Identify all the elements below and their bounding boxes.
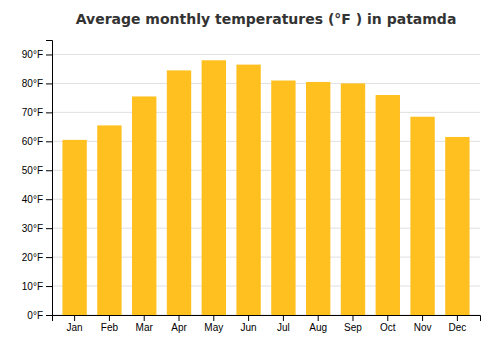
x-tick-mark [283, 315, 284, 321]
y-tick-label: 30°F [22, 223, 43, 234]
x-tick-mark [422, 315, 423, 321]
x-tick-label: Nov [414, 322, 432, 333]
chart: 0°F 10°F 20°F 30°F 40°F 50°F 60°F 70°F 80°F 90°F J… [0, 0, 500, 350]
y-tick-mark [46, 112, 52, 113]
x-tick-mark [387, 315, 388, 321]
y-tick: 50°F [22, 165, 52, 176]
x-tick-label: Feb [101, 322, 119, 333]
x-tick-mark [352, 315, 353, 321]
x-tick: Sep [344, 315, 362, 333]
x-tick: Jul [277, 315, 290, 333]
grid-line [52, 83, 480, 84]
bar [97, 125, 121, 315]
x-tick-label: Jun [241, 322, 257, 333]
x-tick-label: Apr [171, 322, 187, 333]
y-tick-label: 20°F [22, 252, 43, 263]
y-tick-mark [46, 141, 52, 142]
x-tick-label: Oct [380, 322, 396, 333]
x-tick-mark [248, 315, 249, 321]
bar [445, 137, 469, 315]
bar [376, 95, 400, 315]
x-tick-label: May [204, 322, 223, 333]
y-tick-label: 60°F [22, 136, 43, 147]
x-tick-mark [109, 315, 110, 321]
bar [62, 140, 86, 315]
y-tick: 40°F [22, 194, 52, 205]
x-tick: Apr [171, 315, 187, 333]
x-tick: May [204, 315, 223, 333]
y-tick-mark [46, 228, 52, 229]
grid [52, 54, 480, 315]
x-tick-mark [457, 315, 458, 321]
x-tick-mark [318, 315, 319, 321]
bar [306, 82, 330, 315]
y-axis: 0°F 10°F 20°F 30°F 40°F 50°F 60°F 70°F 80°F 90°F [22, 41, 53, 321]
y-tick: 70°F [22, 107, 52, 118]
y-tick: 30°F [22, 223, 52, 234]
y-tick-label: 40°F [22, 194, 43, 205]
x-tick-label: Jul [277, 322, 290, 333]
y-tick: 10°F [22, 281, 52, 292]
x-tick-mark [144, 315, 145, 321]
y-tick-mark [46, 257, 52, 258]
x-tick: Jun [241, 315, 257, 333]
x-tick-label: Dec [448, 322, 466, 333]
x-tick-mark [74, 315, 75, 321]
y-tick-label: 0°F [27, 310, 43, 321]
grid-line [52, 54, 480, 55]
y-tick-mark [46, 170, 52, 171]
bar [410, 117, 434, 315]
x-tick-label: Aug [309, 322, 327, 333]
x-axis-line [53, 316, 481, 322]
bar [132, 96, 156, 315]
bars [62, 60, 469, 315]
x-tick-mark [213, 315, 214, 321]
bar [202, 60, 226, 315]
y-tick-label: 10°F [22, 281, 43, 292]
y-tick: 20°F [22, 252, 52, 263]
x-tick: Aug [309, 315, 327, 333]
x-axis: Jan Feb Mar Apr May Jun Jul Aug Sep Oct Nov Dec [53, 315, 481, 333]
y-tick: 90°F [22, 49, 52, 60]
y-tick: 60°F [22, 136, 52, 147]
title: Average monthly temperatures (°F ) in pa… [76, 11, 457, 27]
x-tick: Feb [101, 315, 119, 333]
x-tick-label: Mar [136, 322, 154, 333]
y-axis-line [46, 41, 53, 316]
plot: 0°F 10°F 20°F 30°F 40°F 50°F 60°F 70°F 80°F 90°F J… [22, 41, 481, 334]
y-tick-label: 90°F [22, 49, 43, 60]
y-tick-label: 80°F [22, 78, 43, 89]
y-tick-mark [46, 286, 52, 287]
y-tick-mark [46, 54, 52, 55]
x-tick-label: Jan [67, 322, 83, 333]
x-tick-mark [179, 315, 180, 321]
bar [271, 81, 295, 315]
x-tick: Dec [448, 315, 466, 333]
x-tick: Nov [414, 315, 432, 333]
y-tick-mark [46, 315, 52, 316]
x-tick: Oct [380, 315, 396, 333]
x-tick: Mar [136, 315, 154, 333]
y-tick-label: 70°F [22, 107, 43, 118]
x-tick: Jan [67, 315, 83, 333]
x-tick-label: Sep [344, 322, 362, 333]
y-tick-mark [46, 83, 52, 84]
bar [236, 65, 260, 315]
bar [167, 70, 191, 315]
y-tick: 0°F [27, 310, 52, 321]
y-tick: 80°F [22, 78, 52, 89]
y-tick-label: 50°F [22, 165, 43, 176]
grid-line [52, 112, 480, 113]
y-tick-mark [46, 199, 52, 200]
bar [341, 83, 365, 315]
